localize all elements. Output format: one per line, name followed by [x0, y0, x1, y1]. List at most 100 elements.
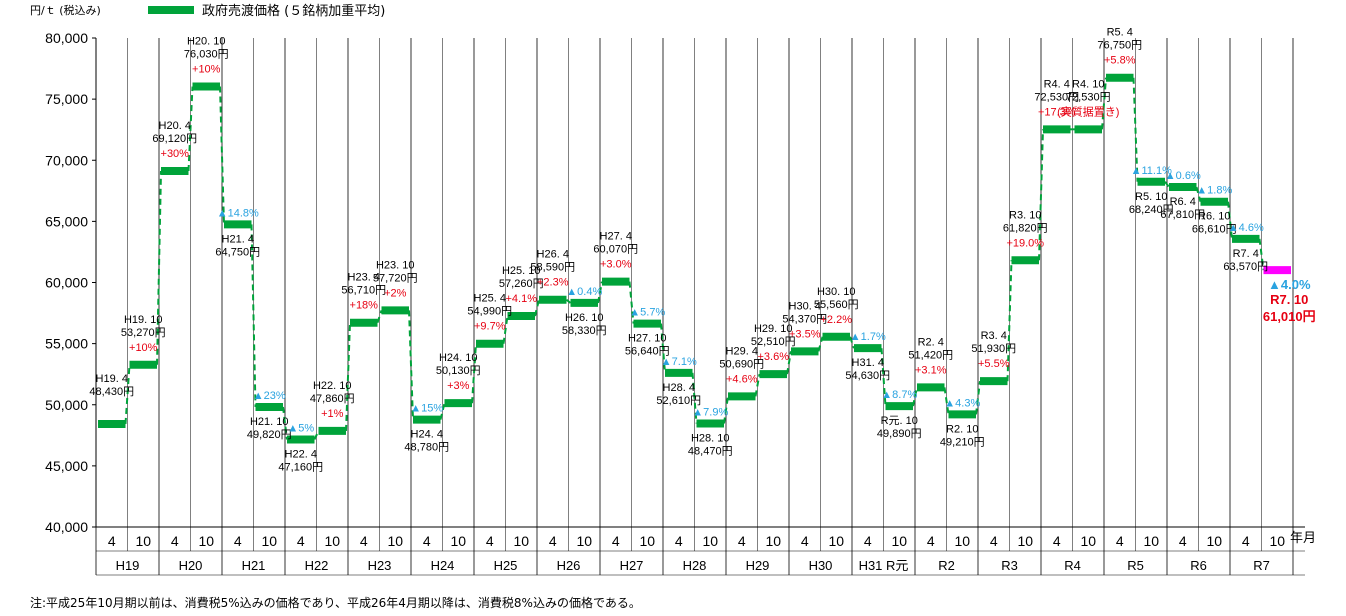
change-label: ▲5%: [287, 422, 314, 434]
price-label: R5. 10: [1135, 191, 1167, 203]
price-connector: [439, 402, 446, 420]
change-label: +2%: [384, 287, 407, 299]
y-tick-label: 70,000: [45, 152, 88, 168]
price-label: 56,710円: [341, 285, 386, 297]
x-tick-month-label: 10: [1206, 533, 1222, 549]
change-label: ▲11.1%: [1131, 165, 1172, 177]
x-tick-month-label: 4: [801, 533, 809, 549]
price-label: 57,720円: [373, 272, 418, 284]
change-label: +30%: [161, 148, 190, 160]
price-label: R元. 10: [881, 415, 918, 427]
price-connector: [754, 373, 761, 397]
change-label: +3.0%: [600, 259, 632, 271]
x-tick-year-label: H24: [431, 558, 455, 573]
change-label: ▲1.8%: [1196, 185, 1232, 197]
x-tick-year-label: H19: [116, 558, 140, 573]
price-label: R3. 10: [1009, 209, 1041, 221]
price-label: H30. 10: [817, 286, 856, 298]
x-tick-month-label: 4: [675, 533, 683, 549]
price-chart: 40,000 45,000 50,000 55,000 60,000 65,000 70,0…: [45, 27, 1316, 576]
x-tick-year-label: H29: [746, 558, 770, 573]
price-label: 66,610円: [1192, 224, 1237, 236]
x-tick-year-label: R2: [938, 558, 955, 573]
price-label: 69,120円: [152, 133, 197, 145]
price-connector: [849, 336, 855, 349]
x-tick-month-label: 10: [828, 533, 844, 549]
y-tick-label: 50,000: [45, 397, 88, 413]
x-tick-month-label: 10: [1269, 533, 1285, 549]
price-label: 55,560円: [814, 299, 859, 311]
x-tick-month-label: 4: [1179, 533, 1187, 549]
price-connector: [660, 323, 666, 373]
price-label: R2. 4: [918, 336, 944, 348]
price-label: 68,240円: [1129, 204, 1174, 216]
change-label: +18%: [350, 300, 379, 312]
change-label: +4.6%: [726, 373, 758, 385]
price-label: 76,750円: [1097, 40, 1142, 52]
x-tick-year-label: H22: [305, 558, 329, 573]
price-label: 48,470円: [688, 445, 733, 457]
x-tick-year-label: H20: [179, 558, 203, 573]
change-label: +10%: [192, 64, 221, 76]
price-connector: [345, 322, 351, 431]
x-tick-year-label: H28: [683, 558, 707, 573]
y-tick-label: 60,000: [45, 275, 88, 291]
x-tick-month-label: 10: [450, 533, 466, 549]
change-label: ▲4.0%: [1268, 277, 1311, 292]
change-label: ▲14.8%: [217, 207, 259, 219]
x-tick-month-label: 10: [513, 533, 529, 549]
change-label: +2.2%: [821, 314, 853, 326]
x-tick-month-label: 10: [261, 533, 277, 549]
x-tick-year-label: R5: [1127, 558, 1144, 573]
price-label: H21. 10: [250, 416, 289, 428]
change-label: ▲1.7%: [850, 331, 886, 343]
price-label: R6. 10: [1198, 211, 1230, 223]
price-label: H20. 4: [159, 120, 191, 132]
price-label: 72,530円: [1034, 91, 1079, 103]
price-label: 58,590円: [530, 262, 575, 274]
price-connector: [187, 86, 194, 172]
price-label: H23. 4: [348, 272, 380, 284]
y-axis-unit-label: 円/ｔ (税込み): [30, 4, 101, 17]
price-label: H23. 10: [376, 259, 415, 271]
y-tick-label: 40,000: [45, 519, 88, 535]
x-tick-year-label: H21: [242, 558, 266, 573]
price-label: 49,820円: [247, 429, 292, 441]
change-label: ▲0.6%: [1165, 170, 1201, 182]
price-connector: [975, 381, 981, 415]
price-label: 61,820円: [1003, 222, 1048, 234]
x-tick-year-label: H23: [368, 558, 392, 573]
price-label: H19. 10: [124, 314, 163, 326]
price-label: 50,130円: [436, 365, 481, 377]
price-label: 52,610円: [656, 395, 701, 407]
change-label: +3.5%: [789, 328, 821, 340]
change-label: ▲0.4%: [566, 286, 602, 298]
price-label: H29. 4: [726, 345, 758, 357]
x-tick-month-label: 10: [198, 533, 214, 549]
price-label: 51,420円: [908, 349, 953, 361]
price-label: 76,030円: [184, 49, 229, 61]
price-label: H22. 4: [285, 448, 317, 460]
price-connector: [219, 86, 225, 225]
x-tick-month-label: 4: [297, 533, 305, 549]
price-label: 61,010円: [1263, 309, 1316, 324]
price-label: 50,690円: [719, 358, 764, 370]
x-tick-month-label: 4: [549, 533, 557, 549]
price-label: 72,530円: [1066, 91, 1111, 103]
price-label: 53,270円: [121, 327, 166, 339]
change-label: +5.5%: [978, 358, 1010, 370]
change-label: +3.6%: [758, 351, 790, 363]
change-label: +19.0%: [1006, 237, 1044, 249]
price-label: R4. 10: [1072, 78, 1104, 90]
y-tick-label: 80,000: [45, 30, 88, 46]
x-tick-month-label: 4: [1053, 533, 1061, 549]
x-tick-month-label: 4: [360, 533, 368, 549]
price-connector: [408, 310, 414, 420]
price-label: 54,370円: [782, 313, 827, 325]
price-label: 54,630円: [845, 370, 890, 382]
x-tick-month-label: 4: [864, 533, 872, 549]
x-tick-year-label: H30: [809, 558, 833, 573]
price-connector: [691, 372, 698, 424]
change-label: ▲15%: [410, 403, 443, 415]
x-tick-month-label: 10: [135, 533, 151, 549]
